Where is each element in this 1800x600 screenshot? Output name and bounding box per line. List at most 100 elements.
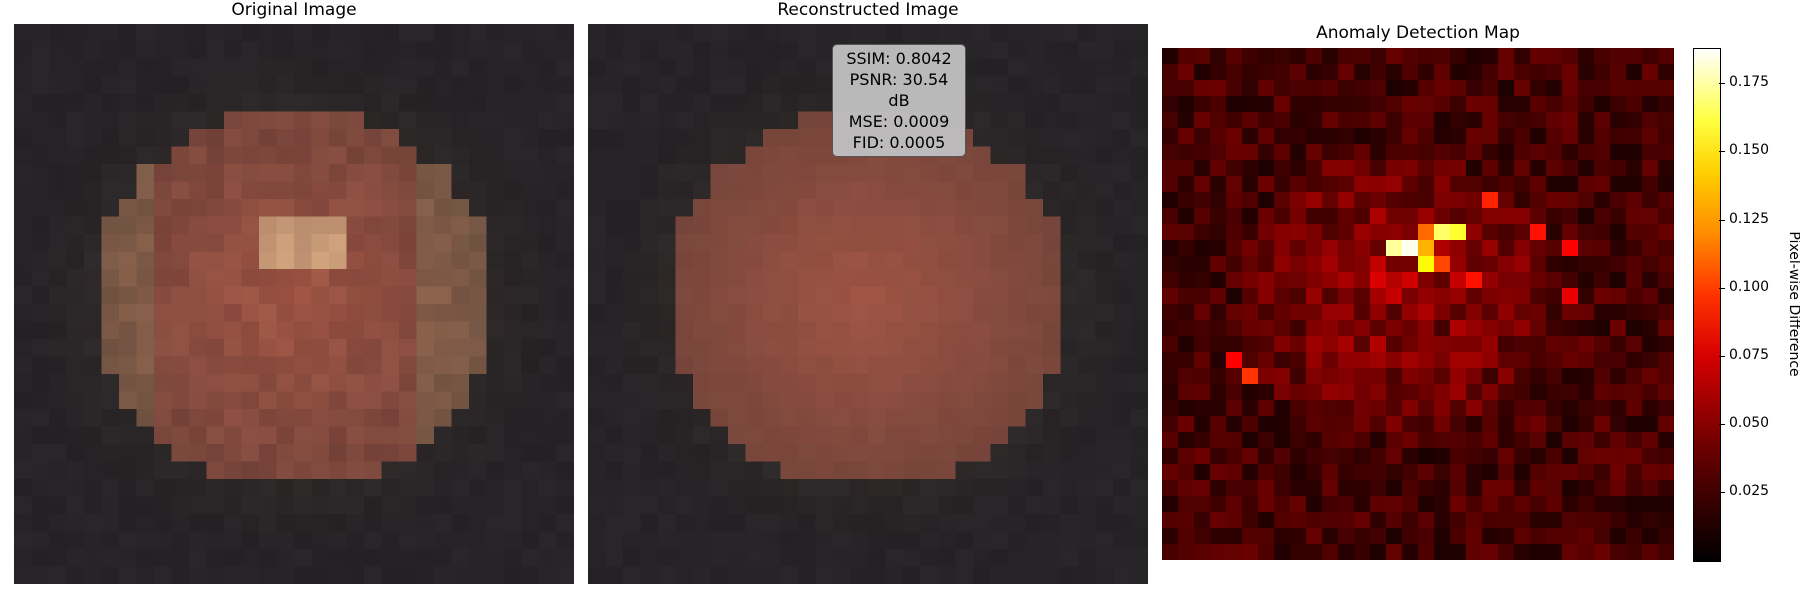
image-pixel: [1113, 444, 1131, 462]
image-pixel: [521, 199, 540, 217]
image-pixel: [539, 461, 557, 480]
image-pixel: [693, 164, 711, 182]
image-pixel: [1078, 24, 1096, 42]
image-pixel: [658, 514, 676, 532]
image-pixel: [434, 321, 452, 340]
image-pixel: [521, 426, 540, 445]
heatmap-cell: [1642, 400, 1659, 417]
heatmap-cell: [1562, 448, 1579, 465]
heatmap-cell: [1402, 544, 1419, 560]
heatmap-cell: [1418, 384, 1435, 401]
heatmap-cell: [1178, 512, 1195, 529]
image-pixel: [119, 76, 137, 95]
image-pixel: [539, 24, 557, 42]
heatmap-cell: [1498, 544, 1515, 560]
image-pixel: [745, 146, 764, 165]
image-pixel: [154, 146, 172, 165]
image-pixel: [815, 321, 834, 340]
heatmap-cell: [1498, 512, 1515, 529]
image-pixel: [973, 321, 991, 340]
heatmap-cell: [1178, 272, 1195, 289]
image-pixel: [189, 514, 207, 532]
image-pixel: [451, 391, 470, 410]
image-pixel: [119, 461, 137, 480]
image-pixel: [259, 461, 277, 480]
heatmap-cell: [1658, 512, 1674, 529]
image-pixel: [171, 76, 190, 95]
image-pixel: [346, 444, 365, 462]
heatmap-cell: [1418, 496, 1435, 513]
heatmap-cell: [1178, 112, 1195, 129]
heatmap-cell: [1642, 352, 1659, 369]
heatmap-cell: [1290, 512, 1307, 529]
image-pixel: [1060, 356, 1079, 375]
image-pixel: [920, 216, 939, 235]
heatmap-cell: [1370, 320, 1387, 337]
image-pixel: [84, 164, 102, 182]
image-pixel: [329, 444, 347, 462]
heatmap-cell: [1402, 400, 1419, 417]
image-pixel: [920, 234, 939, 252]
image-pixel: [329, 76, 347, 95]
heatmap-cell: [1306, 384, 1323, 401]
image-pixel: [66, 339, 85, 357]
heatmap-cell: [1274, 448, 1291, 465]
image-pixel: [1008, 94, 1026, 112]
heatmap-cell: [1194, 320, 1211, 337]
heatmap-cell: [1354, 144, 1371, 161]
heatmap-cell: [1210, 48, 1227, 65]
image-pixel: [658, 409, 676, 427]
image-pixel: [171, 24, 190, 42]
heatmap-cell: [1306, 144, 1323, 161]
heatmap-cell: [1178, 528, 1195, 545]
heatmap-cell: [1306, 240, 1323, 257]
heatmap-cell: [1226, 464, 1243, 481]
image-pixel: [588, 356, 606, 375]
image-pixel: [416, 199, 435, 217]
image-pixel: [399, 164, 417, 182]
heatmap-cell: [1162, 176, 1179, 193]
image-pixel: [294, 549, 312, 567]
image-pixel: [728, 286, 746, 305]
image-pixel: [241, 496, 260, 515]
image-pixel: [1025, 461, 1044, 480]
heatmap-cell: [1418, 336, 1435, 353]
image-pixel: [539, 374, 557, 392]
image-pixel: [469, 514, 487, 532]
heatmap-cell: [1610, 496, 1627, 513]
image-pixel: [451, 286, 470, 305]
image-pixel: [66, 391, 85, 410]
image-pixel: [728, 181, 746, 200]
image-pixel: [31, 251, 50, 270]
heatmap-cell: [1322, 496, 1339, 513]
heatmap-cell: [1626, 352, 1643, 369]
heatmap-cell: [1498, 416, 1515, 433]
image-pixel: [259, 531, 277, 550]
image-pixel: [154, 129, 172, 147]
image-pixel: [605, 566, 624, 584]
heatmap-cell: [1322, 528, 1339, 545]
image-pixel: [990, 164, 1009, 182]
image-pixel: [1095, 479, 1114, 497]
image-pixel: [1113, 566, 1131, 584]
heatmap-cell: [1322, 512, 1339, 529]
image-pixel: [329, 111, 347, 130]
heatmap-cell: [1530, 240, 1547, 257]
image-pixel: [1113, 304, 1131, 322]
heatmap-cell: [1338, 80, 1355, 97]
image-pixel: [623, 24, 641, 42]
heatmap-cell: [1498, 464, 1515, 481]
image-pixel: [399, 356, 417, 375]
image-pixel: [154, 59, 172, 77]
image-pixel: [294, 181, 312, 200]
image-pixel: [416, 374, 435, 392]
image-pixel: [311, 566, 330, 584]
image-pixel: [49, 286, 67, 305]
image-pixel: [798, 94, 816, 112]
image-pixel: [605, 479, 624, 497]
heatmap-cell: [1514, 208, 1531, 225]
image-pixel: [119, 251, 137, 270]
image-pixel: [434, 461, 452, 480]
image-pixel: [728, 216, 746, 235]
image-pixel: [276, 251, 295, 270]
